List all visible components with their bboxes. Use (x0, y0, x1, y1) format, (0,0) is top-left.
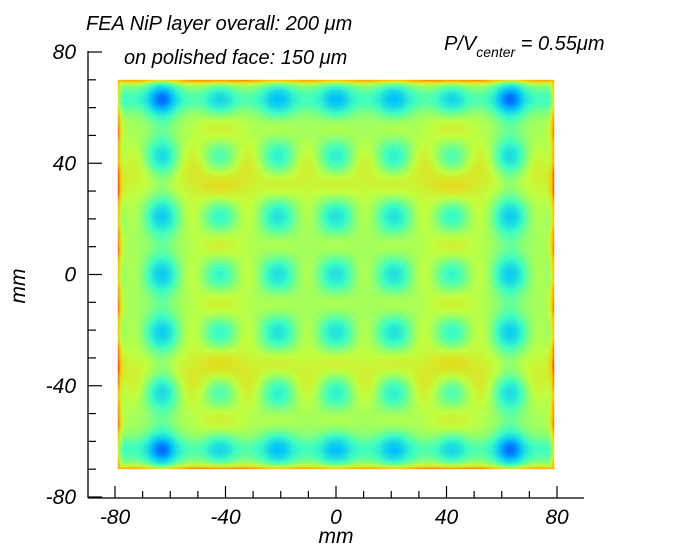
x-tick-label: 80 (545, 506, 569, 529)
y-tick-label: 40 (53, 152, 77, 175)
x-axis-label: mm (319, 525, 354, 548)
y-tick-label: -40 (46, 375, 77, 398)
y-tick-label: 80 (53, 41, 77, 64)
chart-title: FEA NiP layer overall: 200 μm on polishe… (86, 13, 352, 69)
pv-prefix: P/V (444, 33, 478, 55)
y-axis-label: mm (7, 269, 30, 304)
y-axis-ticks: 80 40 0 -40 -80 (46, 41, 102, 509)
x-tick-label: 40 (435, 506, 459, 529)
pv-subscript: center (476, 44, 516, 60)
y-tick-label: 0 (64, 264, 76, 287)
axis-labels: mm mm (7, 269, 354, 549)
x-axis-ticks: -80 -40 0 40 80 (100, 486, 569, 529)
title-line-1: FEA NiP layer overall: 200 μm (86, 13, 352, 35)
y-tick-label: -80 (46, 486, 77, 509)
pv-suffix: = 0.55μm (515, 33, 604, 55)
x-tick-label: -80 (100, 506, 131, 529)
heatmap-surface (117, 79, 555, 470)
title-line-2: on polished face: 150 μm (124, 47, 347, 69)
x-tick-label: 0 (330, 506, 342, 529)
peak-to-valley-annotation: P/Vcenter = 0.55μm (444, 33, 605, 60)
x-tick-label: -40 (210, 506, 241, 529)
heatmap-plot-area (117, 79, 555, 470)
plot-axes: -80 -40 0 40 80 80 40 0 -40 -80 (46, 41, 584, 529)
